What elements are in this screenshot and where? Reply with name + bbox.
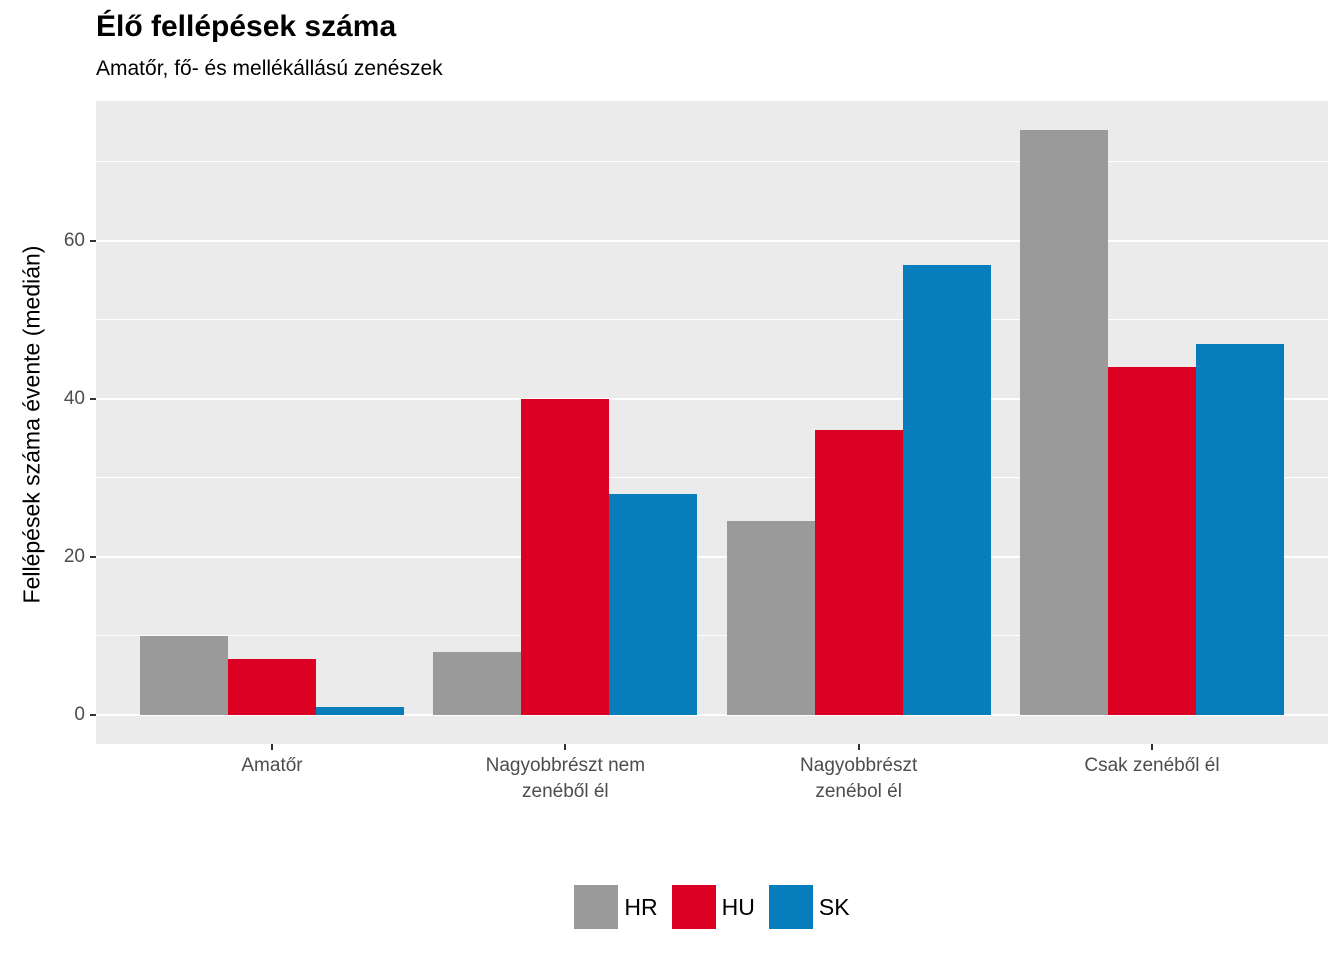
legend-label-hr: HR bbox=[624, 893, 658, 920]
x-tick-mark bbox=[271, 744, 273, 750]
minor-gridline bbox=[96, 161, 1328, 163]
bar-hr-3 bbox=[726, 521, 815, 715]
y-tick-label: 20 bbox=[63, 546, 85, 568]
bar-sk-1 bbox=[316, 706, 404, 715]
bar-hr-2 bbox=[433, 651, 522, 715]
y-axis-title: Fellépések száma évente (medián) bbox=[18, 245, 45, 604]
x-tick-label: Nagyobbrészt zenébol él bbox=[800, 755, 918, 802]
legend-swatch-hr bbox=[574, 885, 619, 929]
y-tick-label: 40 bbox=[63, 388, 85, 410]
y-tick-label: 0 bbox=[74, 704, 85, 726]
bar-hu-1 bbox=[228, 659, 316, 715]
plot-panel bbox=[96, 101, 1328, 744]
y-tick-label: 60 bbox=[63, 230, 85, 252]
bar-hu-2 bbox=[521, 398, 610, 715]
x-tick-label: Nagyobbrészt nem zenéből él bbox=[485, 755, 646, 802]
y-tick-mark bbox=[90, 555, 96, 558]
bar-sk-2 bbox=[609, 493, 698, 715]
bar-hr-1 bbox=[140, 635, 228, 715]
minor-gridline bbox=[96, 635, 1328, 637]
bar-hu-3 bbox=[814, 430, 903, 715]
x-tick-mark bbox=[564, 744, 567, 750]
y-tick-mark bbox=[90, 397, 96, 400]
chart-title: Élő fellépések száma bbox=[96, 10, 397, 43]
x-tick-mark bbox=[1151, 744, 1153, 750]
bar-hu-4 bbox=[1108, 367, 1196, 715]
x-tick-mark bbox=[857, 744, 860, 750]
legend-item-hr: HR bbox=[574, 885, 658, 929]
legend-label-sk: SK bbox=[818, 893, 850, 920]
major-gridline bbox=[96, 555, 1328, 558]
x-tick-label: Csak zenéből él bbox=[1084, 755, 1220, 776]
major-gridline bbox=[96, 713, 1328, 716]
bar-hr-4 bbox=[1020, 130, 1108, 715]
bar-sk-3 bbox=[902, 264, 991, 715]
legend-label-hu: HU bbox=[721, 893, 755, 920]
chart-subtitle: Amatőr, fő- és mellékállású zenészek bbox=[96, 57, 443, 80]
major-gridline bbox=[96, 239, 1328, 242]
minor-gridline bbox=[96, 477, 1328, 479]
legend-item-sk: SK bbox=[768, 885, 850, 929]
bar-sk-4 bbox=[1196, 343, 1284, 715]
minor-gridline bbox=[96, 319, 1328, 321]
y-tick-mark bbox=[90, 239, 96, 242]
legend-swatch-hu bbox=[671, 885, 716, 929]
y-tick-mark bbox=[90, 713, 96, 716]
major-gridline bbox=[96, 397, 1328, 400]
legend: HR HU SK bbox=[96, 885, 1328, 929]
legend-swatch-sk bbox=[768, 885, 813, 929]
x-tick-label: Amatőr bbox=[241, 755, 303, 776]
legend-item-hu: HU bbox=[671, 885, 755, 929]
